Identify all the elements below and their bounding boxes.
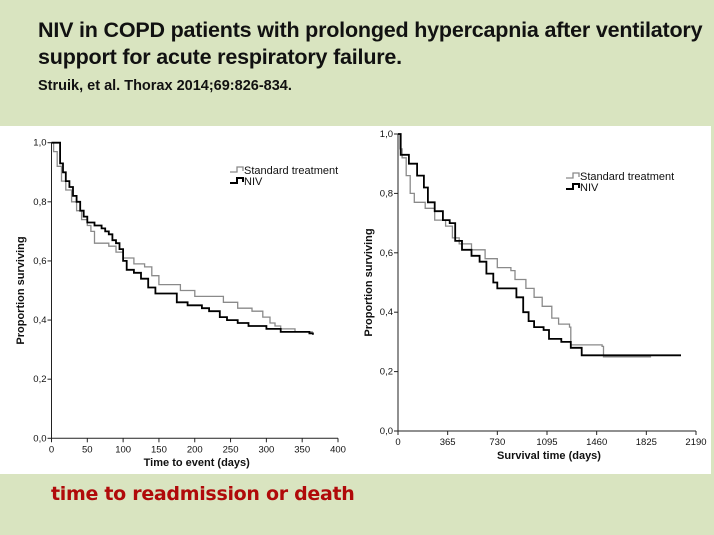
legend-swatch-standard-treatment	[566, 172, 580, 179]
series-line-niv	[51, 141, 314, 335]
series-line-standard-treatment	[398, 133, 652, 358]
y-tick-label: 0,4	[33, 315, 46, 326]
x-tick-label: 300	[258, 444, 274, 455]
km-charts: 0,0 0,2 0,4 0,6 0,8 1,0 0 50 100 150 200 250 300 350 4…	[15, 129, 707, 469]
right-chart: 0,0 0,2 0,4 0,6 0,8 1,0 0 365 730 1095 1460 1825 219…	[363, 129, 707, 462]
legend-label: NIV	[580, 182, 599, 194]
x-tick-label: 250	[223, 444, 239, 455]
y-tick-label: 0,2	[380, 367, 393, 378]
legend-label: Standard treatment	[580, 171, 674, 183]
y-tick-label: 0,0	[33, 433, 46, 444]
legend-swatch-standard-treatment	[230, 166, 244, 173]
x-tick-label: 2190	[685, 437, 706, 448]
x-tick-label: 50	[82, 444, 93, 455]
x-tick-label: 1825	[636, 437, 657, 448]
legend-swatch-niv	[230, 177, 244, 184]
left-chart: 0,0 0,2 0,4 0,6 0,8 1,0 0 50 100 150 200 250 300 350 4…	[15, 138, 346, 469]
legend-label: Standard treatment	[244, 165, 338, 177]
citation: Struik, et al. Thorax 2014;69:826-834.	[38, 78, 292, 94]
y-tick-label: 0,8	[33, 197, 46, 208]
x-tick-label: 150	[151, 444, 167, 455]
x-tick-label: 1460	[586, 437, 607, 448]
y-tick-label: 1,0	[380, 129, 393, 140]
x-tick-label: 100	[115, 444, 131, 455]
y-tick-label: 1,0	[33, 138, 46, 149]
x-axis-title: Time to event (days)	[144, 457, 250, 469]
y-tick-label: 0,2	[33, 374, 46, 385]
x-tick-label: 0	[395, 437, 400, 448]
y-tick-label: 0,6	[33, 256, 46, 267]
legend-swatch-niv	[566, 183, 580, 190]
y-tick-label: 0,0	[380, 426, 393, 437]
x-tick-label: 200	[187, 444, 203, 455]
x-axis-title: Survival time (days)	[497, 450, 601, 462]
x-tick-label: 730	[489, 437, 505, 448]
y-axis-title: Proportion surviving	[363, 228, 375, 336]
caption-note: time to readmission or death	[51, 483, 355, 505]
x-tick-label: 365	[440, 437, 456, 448]
slide-title: NIV in COPD patients with prolonged hype…	[38, 18, 703, 69]
series-line-niv	[398, 133, 681, 357]
legend-label: NIV	[244, 176, 263, 188]
series-line-standard-treatment	[51, 142, 313, 333]
y-tick-label: 0,4	[380, 307, 393, 318]
x-tick-label: 350	[294, 444, 310, 455]
y-tick-label: 0,6	[380, 248, 393, 259]
x-tick-label: 400	[330, 444, 346, 455]
y-axis-title: Proportion surviving	[15, 236, 27, 344]
x-tick-label: 0	[49, 444, 54, 455]
y-tick-label: 0,8	[380, 188, 393, 199]
charts-panel: 0,0 0,2 0,4 0,6 0,8 1,0 0 50 100 150 200 250 300 350 4…	[0, 126, 711, 474]
x-tick-label: 1095	[536, 437, 557, 448]
